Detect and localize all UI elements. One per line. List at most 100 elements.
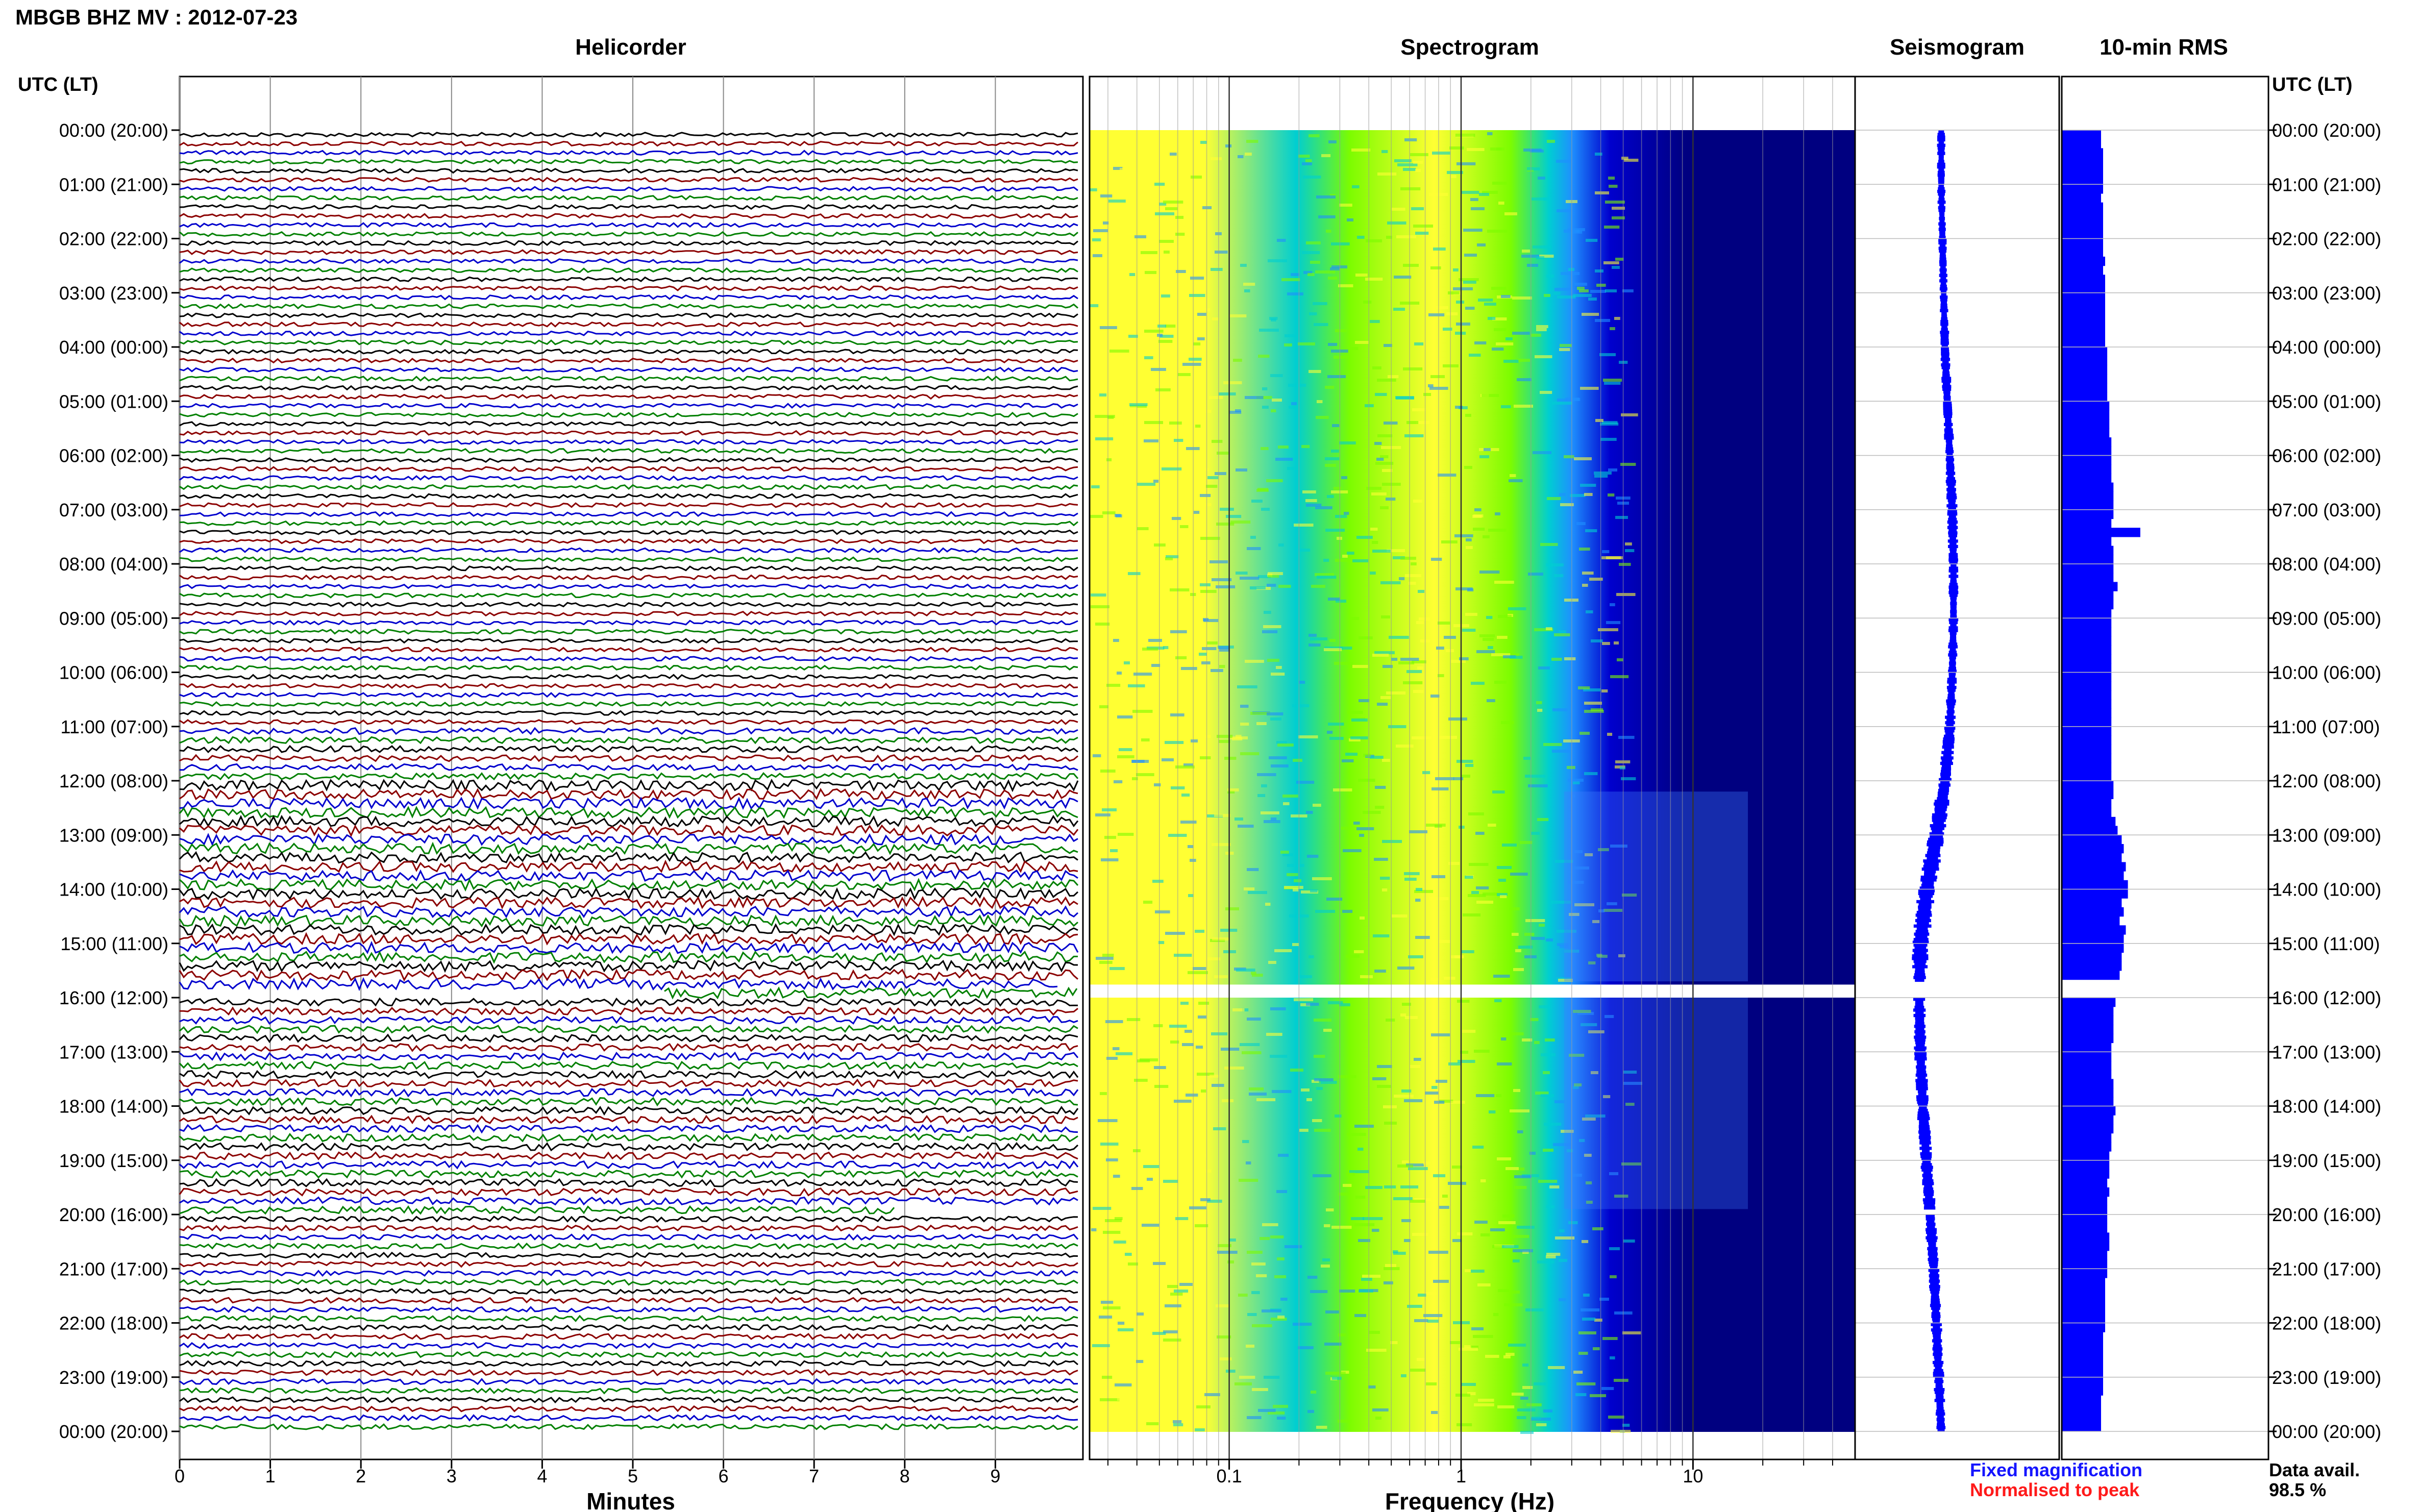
seismogram-envelope [1912,965,1928,969]
spectrogram-speckle [1598,848,1609,851]
spectrogram-speckle [1200,583,1211,586]
time-label-right: 17:00 (13:00) [2272,1042,2381,1062]
seismogram-envelope [1949,656,1956,659]
spectrogram-speckle [1589,578,1603,581]
spectrogram-speckle [1149,1348,1164,1351]
helicorder-trace [664,986,1078,1000]
seismogram-envelope [1944,734,1955,738]
spectrogram-speckle [1625,1103,1635,1106]
seismogram-envelope [1948,629,1958,632]
spectrogram-speckle [1482,394,1499,397]
spectrogram-band [1090,713,1855,727]
spectrogram-speckle [1174,1290,1189,1293]
helicorder-trace [179,655,1078,662]
seismogram-envelope [1950,596,1957,600]
spectrogram-speckle [1162,758,1174,761]
seismogram-envelope [1942,387,1952,391]
spectrogram-speckle [1120,1000,1126,1003]
spectrogram-speckle [1129,403,1148,406]
helicorder-trace [179,159,1078,165]
spectrogram-speckle [1430,978,1439,981]
seismogram-envelope [1946,441,1953,445]
spectrogram-speckle [1408,955,1423,958]
spectrogram-band [1090,496,1855,510]
spectrogram-speckle [1201,661,1211,664]
spectrogram-speckle [1125,1253,1132,1256]
seismogram-envelope [1925,854,1941,857]
spectrogram-speckle [1257,794,1266,797]
spectrogram-speckle [1492,317,1507,320]
spectrogram-speckle [1375,806,1385,809]
spectrogram-speckle [1163,1180,1178,1183]
time-axis-title-left: UTC (LT) [18,74,98,95]
spectrogram-speckle [1413,500,1422,503]
time-label-left: 11:00 (07:00) [61,716,168,737]
spectrogram-speckle [1602,1337,1618,1340]
spectrogram-speckle [1317,400,1323,403]
spectrogram-speckle [1170,713,1184,716]
spectrogram-speckle [1363,301,1372,304]
rms-bar [2062,618,2112,628]
spectrogram-speckle [1347,1133,1366,1136]
spectrogram-speckle [1166,555,1179,558]
helicorder-trace [179,574,1078,581]
spectrogram-speckle [1258,1409,1276,1412]
spectrogram-speckle [1207,476,1219,479]
spectrogram-speckle [1327,495,1334,498]
spectrogram-speckle [1448,291,1460,294]
spectrogram-speckle [1567,1149,1573,1152]
spectrogram-speckle [1129,273,1136,276]
spectrogram-speckle [1505,337,1513,340]
spectrogram-speckle [1483,638,1494,641]
spectrogram-speckle [1371,492,1387,495]
spectrogram-speckle [1595,419,1603,422]
spectrogram-speckle [1557,943,1569,946]
spectrogram-speckle [1553,1143,1571,1146]
seismogram-envelope [1937,146,1945,150]
rms-bar [2062,609,2112,618]
spectrogram-speckle [1536,256,1544,259]
spectrogram-speckle [1377,172,1397,176]
helicorder-xlabel: Minutes [586,1488,675,1512]
spectrogram-speckle [1358,1239,1371,1242]
rms-bar [2062,1178,2108,1188]
spectrogram-speckle [1570,795,1575,798]
seismogram-envelope [1948,653,1958,657]
rms-bar [2062,311,2105,320]
spectrogram-speckle [1583,688,1601,691]
helicorder-trace [179,637,1078,644]
spectrogram-band [1090,564,1855,578]
spectrogram-speckle [1598,628,1618,631]
spectrogram-speckle [1392,208,1405,211]
spectrogram-speckle [1430,266,1441,269]
spectrogram-band [1090,1174,1855,1188]
spectrogram-speckle [1316,195,1336,199]
spectrogram-speckle [1100,194,1113,197]
spectrogram-speckle [1413,690,1424,693]
spectrogram-speckle [1539,924,1545,927]
rms-bar [2062,401,2110,411]
spectrogram-speckle [1211,1032,1228,1035]
seismogram-envelope [1936,1404,1944,1408]
spectrogram-band [1090,686,1855,700]
spectrogram-speckle [1093,254,1102,257]
spectrogram-speckle [1310,1290,1328,1293]
spectrogram-speckle [1274,949,1292,952]
seismogram-envelope [1918,905,1932,909]
seismogram-envelope [1940,282,1946,285]
spectrogram-speckle [1256,1274,1267,1277]
spectrogram-speckle [1175,765,1195,769]
seismogram-envelope [1919,1141,1931,1145]
spectrogram-speckle [1137,527,1149,530]
spectrogram-speckle [1488,824,1496,827]
seismogram-envelope [1937,1423,1945,1427]
spectrogram-speckle [1207,1200,1222,1203]
spectrogram-speckle [1351,148,1371,152]
seismogram-envelope [1933,1325,1940,1329]
spectrogram-speckle [1333,788,1352,791]
spectrogram-speckle [1339,1193,1349,1196]
spectrogram-speckle [1574,457,1592,460]
seismogram-envelope [1918,1130,1931,1134]
spectrogram-speckle [1448,862,1460,865]
spectrogram-speckle [1601,556,1621,559]
